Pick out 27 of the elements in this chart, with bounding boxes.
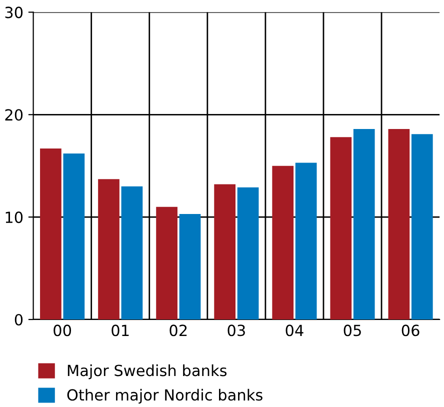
bar	[295, 162, 317, 320]
bar	[179, 214, 201, 320]
legend-label: Major Swedish banks	[68, 364, 227, 380]
bar	[156, 206, 178, 320]
x-tick-label: 05	[344, 324, 361, 336]
bar	[98, 179, 120, 320]
bar	[121, 186, 143, 320]
bar	[388, 128, 410, 320]
bar	[237, 187, 259, 320]
y-tick-label: 20	[5, 109, 23, 121]
x-tick-label: 03	[228, 324, 245, 336]
y-tick-label: 0	[14, 314, 23, 326]
x-tick-label: 06	[402, 324, 420, 336]
bar	[40, 148, 62, 320]
bar	[63, 154, 85, 320]
x-tick-label: 02	[170, 324, 187, 336]
bar	[353, 128, 375, 320]
legend-label: Other major Nordic banks	[67, 388, 262, 404]
bar	[272, 166, 294, 320]
bar	[214, 184, 236, 320]
x-tick-label: 00	[54, 324, 72, 336]
y-tick-label: 30	[5, 6, 23, 18]
x-tick-label: 04	[286, 324, 304, 336]
bar	[411, 134, 433, 320]
y-tick-label: 10	[6, 212, 23, 224]
bar	[330, 137, 352, 320]
x-tick-label: 01	[112, 324, 129, 336]
